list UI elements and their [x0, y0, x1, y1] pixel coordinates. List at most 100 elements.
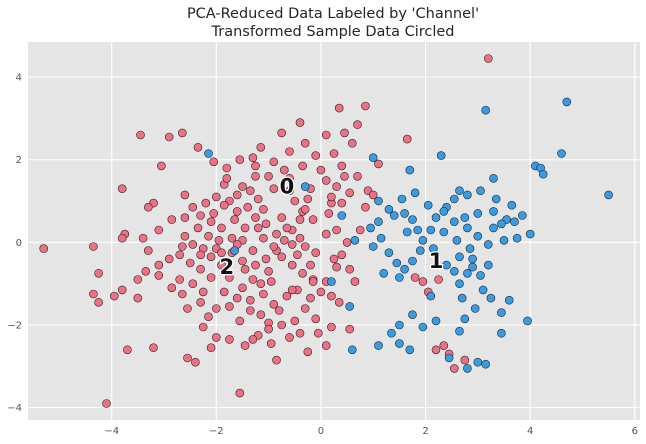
scatter-point-cluster-0 — [439, 341, 449, 350]
scatter-point-cluster-0 — [295, 215, 305, 224]
scatter-point-cluster-0 — [238, 256, 247, 266]
scatter-point-cluster-0 — [222, 163, 232, 173]
scatter-point-cluster-0 — [327, 322, 336, 332]
scatter-point-cluster-0 — [300, 205, 310, 214]
scatter-point-cluster-0 — [277, 252, 287, 262]
scatter-point-cluster-0 — [269, 184, 279, 193]
scatter-point-cluster-0 — [102, 399, 111, 408]
scatter-point-cluster-0 — [313, 328, 323, 338]
scatter-point-cluster-0 — [431, 345, 441, 355]
scatter-point-cluster-1 — [426, 225, 436, 235]
scatter-point-cluster-1 — [455, 252, 464, 262]
scatter-point-cluster-1 — [491, 194, 501, 204]
scatter-point-cluster-0 — [353, 172, 362, 181]
scatter-point-cluster-0 — [264, 172, 273, 181]
scatter-point-cluster-0 — [94, 268, 103, 278]
scatter-point-cluster-0 — [329, 254, 339, 264]
scatter-point-cluster-0 — [303, 194, 313, 204]
scatter-point-cluster-0 — [225, 273, 234, 282]
scatter-point-cluster-1 — [389, 211, 399, 220]
scatter-point-cluster-0 — [138, 233, 148, 243]
scatter-point-cluster-1 — [410, 188, 420, 198]
scatter-point-cluster-1 — [384, 248, 394, 257]
scatter-point-cluster-0 — [206, 217, 216, 226]
scatter-point-cluster-0 — [246, 186, 255, 195]
y-tick-label: −2 — [7, 320, 22, 331]
scatter-point-cluster-0 — [39, 244, 49, 253]
scatter-point-cluster-0 — [256, 143, 266, 152]
scatter-point-cluster-1 — [379, 268, 389, 278]
scatter-point-cluster-1 — [489, 207, 498, 216]
scatter-point-cluster-1 — [345, 302, 355, 311]
scatter-point-cluster-0 — [157, 161, 166, 171]
scatter-point-cluster-1 — [497, 308, 506, 317]
scatter-point-cluster-0 — [198, 322, 208, 332]
scatter-point-cluster-0 — [293, 250, 302, 260]
scatter-point-cluster-1 — [400, 209, 409, 218]
scatter-point-cluster-0 — [311, 151, 321, 160]
cluster-center-label: 1 — [429, 249, 444, 273]
scatter-point-cluster-1 — [489, 223, 498, 233]
scatter-point-cluster-0 — [89, 289, 98, 299]
x-tick-label: −4 — [104, 426, 119, 437]
scatter-point-cluster-1 — [400, 264, 409, 274]
y-tick-label: −4 — [7, 403, 22, 414]
scatter-point-cluster-1 — [439, 207, 449, 216]
x-tick-label: 2 — [422, 426, 428, 437]
scatter-point-cluster-0 — [259, 233, 268, 243]
scatter-point-cluster-1 — [413, 225, 423, 235]
scatter-point-cluster-0 — [248, 275, 258, 284]
scatter-point-cluster-0 — [402, 134, 412, 144]
scatter-point-cluster-0 — [345, 188, 355, 198]
scatter-point-cluster-0 — [269, 242, 279, 251]
scatter-point-cluster-0 — [198, 287, 208, 297]
scatter-point-cluster-0 — [133, 293, 143, 303]
scatter-point-cluster-1 — [512, 233, 522, 243]
scatter-point-cluster-0 — [434, 275, 443, 284]
scatter-point-cluster-0 — [256, 279, 266, 289]
scatter-point-cluster-1 — [337, 211, 347, 220]
scatter-point-cluster-1 — [476, 186, 485, 195]
scatter-point-cluster-0 — [345, 264, 355, 274]
scatter-point-cluster-1 — [444, 353, 454, 363]
scatter-point-cluster-0 — [282, 223, 292, 233]
scatter-point-cluster-0 — [321, 176, 331, 185]
scatter-point-cluster-0 — [347, 138, 357, 148]
scatter-point-cluster-1 — [489, 174, 498, 183]
scatter-point-cluster-0 — [123, 345, 132, 355]
scatter-point-cluster-1 — [517, 211, 527, 220]
scatter-point-cluster-0 — [285, 174, 294, 183]
scatter-point-cluster-0 — [117, 285, 127, 295]
scatter-point-cluster-0 — [264, 324, 273, 334]
scatter-point-cluster-1 — [418, 322, 428, 332]
scatter-point-cluster-0 — [219, 287, 229, 297]
scatter-point-cluster-0 — [298, 268, 307, 278]
scatter-point-cluster-0 — [337, 161, 347, 171]
scatter-point-cluster-0 — [193, 143, 203, 152]
scatter-point-cluster-1 — [497, 328, 506, 338]
scatter-point-cluster-0 — [251, 260, 260, 270]
scatter-point-cluster-1 — [562, 97, 572, 107]
scatter-point-cluster-1 — [486, 293, 496, 303]
scatter-point-cluster-1 — [455, 186, 464, 195]
axis-ticks: −4 −2 0 2 4 6 −4 −2 0 2 4 — [7, 73, 638, 437]
scatter-point-cluster-0 — [332, 182, 341, 191]
scatter-point-cluster-1 — [470, 304, 480, 313]
scatter-point-cluster-0 — [361, 101, 370, 111]
scatter-point-cluster-1 — [384, 205, 394, 214]
cluster-center-label: 0 — [280, 175, 295, 199]
scatter-point-cluster-0 — [269, 299, 279, 309]
scatter-point-cluster-0 — [180, 213, 190, 222]
scatter-point-cluster-0 — [167, 283, 177, 293]
scatter-point-cluster-0 — [164, 132, 174, 142]
scatter-point-cluster-1 — [442, 260, 451, 270]
scatter-point-cluster-1 — [465, 244, 475, 253]
scatter-point-cluster-1 — [455, 326, 464, 336]
scatter-point-cluster-0 — [253, 194, 263, 204]
scatter-point-cluster-0 — [235, 388, 245, 398]
scatter-point-cluster-0 — [204, 231, 213, 241]
scatter-point-cluster-1 — [431, 213, 441, 222]
scatter-point-cluster-0 — [253, 223, 263, 233]
scatter-point-cluster-0 — [232, 207, 242, 216]
scatter-point-cluster-1 — [523, 316, 532, 326]
